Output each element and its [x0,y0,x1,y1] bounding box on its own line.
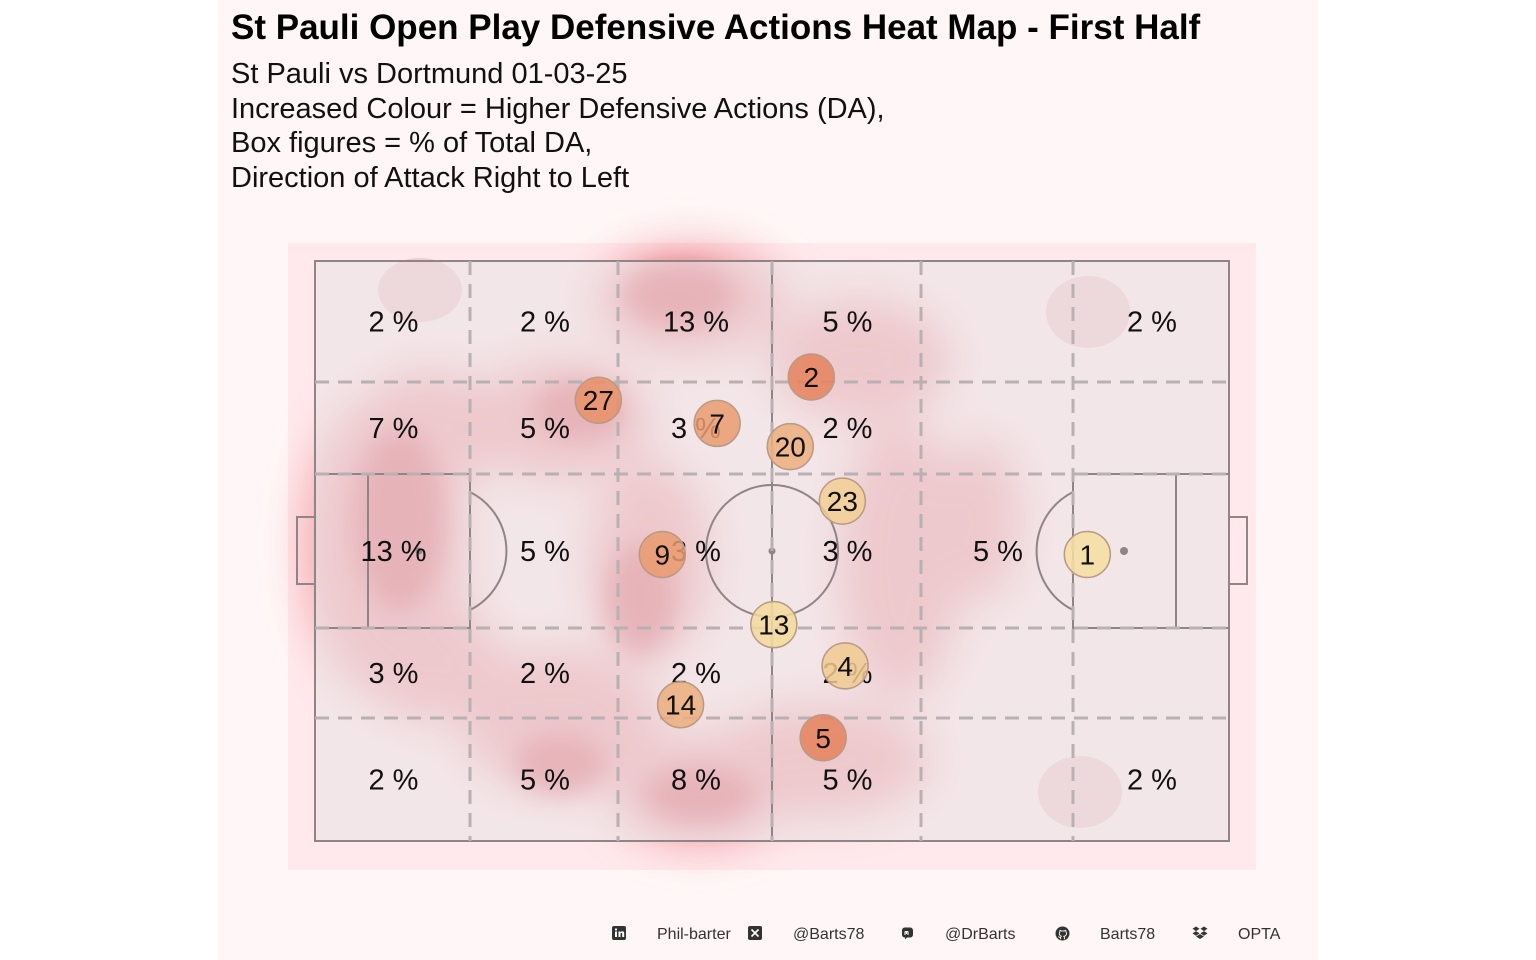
player-number: 23 [827,486,858,517]
zone-percent-label: 13 % [663,307,729,339]
player-number: 7 [709,408,725,439]
zone-percent-label: 7 % [369,413,419,445]
player-marker: 14 [656,680,705,729]
zone-percent-label: 3 % [823,536,873,568]
zone-percent-label: 2 % [520,307,570,339]
mastodon-icon [899,925,915,941]
chart-title: St Pauli Open Play Defensive Actions Hea… [231,8,1201,47]
zone-percent-label: 13 % [360,536,426,568]
footer-source-label: OPTA [1238,926,1281,943]
zone-percent-label: 8 % [671,765,721,797]
player-marker: 5 [799,714,847,762]
linkedin-icon [611,925,627,941]
player-number: 27 [583,385,614,416]
player-marker: 4 [821,642,869,690]
subtitle-line-4: Direction of Attack Right to Left [231,162,630,194]
footer-x-label: @Barts78 [793,926,865,943]
player-number: 5 [815,723,831,754]
zone-percent-labels: 2 %2 %13 %5 %2 %7 %5 %3 %2 %13 %5 %3 %3 … [360,307,1177,797]
player-marker: 9 [638,530,687,579]
player-marker: 23 [818,477,867,525]
player-marker: 7 [693,399,741,448]
footer-linkedin-label: Phil-barter [657,926,731,943]
player-number: 14 [665,690,696,721]
player-circle [693,399,741,448]
zone-percent-label: 5 % [520,413,570,445]
dropbox-icon [1192,925,1208,941]
footer-credits: Phil-barter @Barts78 @DrBarts Barts78 OP… [0,920,1536,950]
zone-grid [315,261,1229,841]
player-marker: 2 [787,353,836,401]
player-number: 20 [775,432,806,463]
player-marker: 1 [1063,530,1112,579]
player-circle [656,680,705,729]
player-marker: 27 [574,376,623,424]
player-number: 2 [804,362,820,393]
player-circle [1063,530,1112,579]
footer-mastodon-label: @DrBarts [945,926,1016,943]
footer-github-label: Barts78 [1100,926,1156,943]
player-circle [787,353,836,401]
subtitle-line-3: Box figures = % of Total DA, [231,127,593,159]
zone-percent-label: 5 % [823,307,873,339]
subtitle-line-1: St Pauli vs Dortmund 01-03-25 [231,58,628,90]
player-circle [766,422,815,471]
zone-percent-label: 5 % [973,536,1023,568]
player-circle [574,376,623,424]
zone-percent-label: 2 % [823,413,873,445]
zone-percent-label: 5 % [520,765,570,797]
player-number: 1 [1080,539,1096,570]
zone-percent-label: 2 % [369,765,419,797]
subtitle-line-2: Increased Colour = Higher Defensive Acti… [231,93,885,125]
player-marker: 20 [766,422,815,471]
player-circle [818,477,867,525]
player-number: 9 [655,539,671,570]
zone-percent-label: 5 % [823,765,873,797]
player-number: 13 [758,610,789,641]
zone-percent-label: 2 % [520,658,570,690]
zone-percent-label: 2 % [1127,765,1177,797]
player-circle [750,600,798,649]
player-marker: 13 [750,600,798,649]
player-circle [638,530,687,579]
zone-percent-label: 5 % [520,536,570,568]
github-icon [1054,925,1070,941]
player-number: 4 [837,651,853,682]
x-icon [747,925,763,941]
zone-percent-label: 3 % [369,658,419,690]
zone-percent-label: 2 % [1127,307,1177,339]
player-circle [799,714,847,762]
player-circle [821,642,869,690]
zone-percent-label: 2 % [369,307,419,339]
